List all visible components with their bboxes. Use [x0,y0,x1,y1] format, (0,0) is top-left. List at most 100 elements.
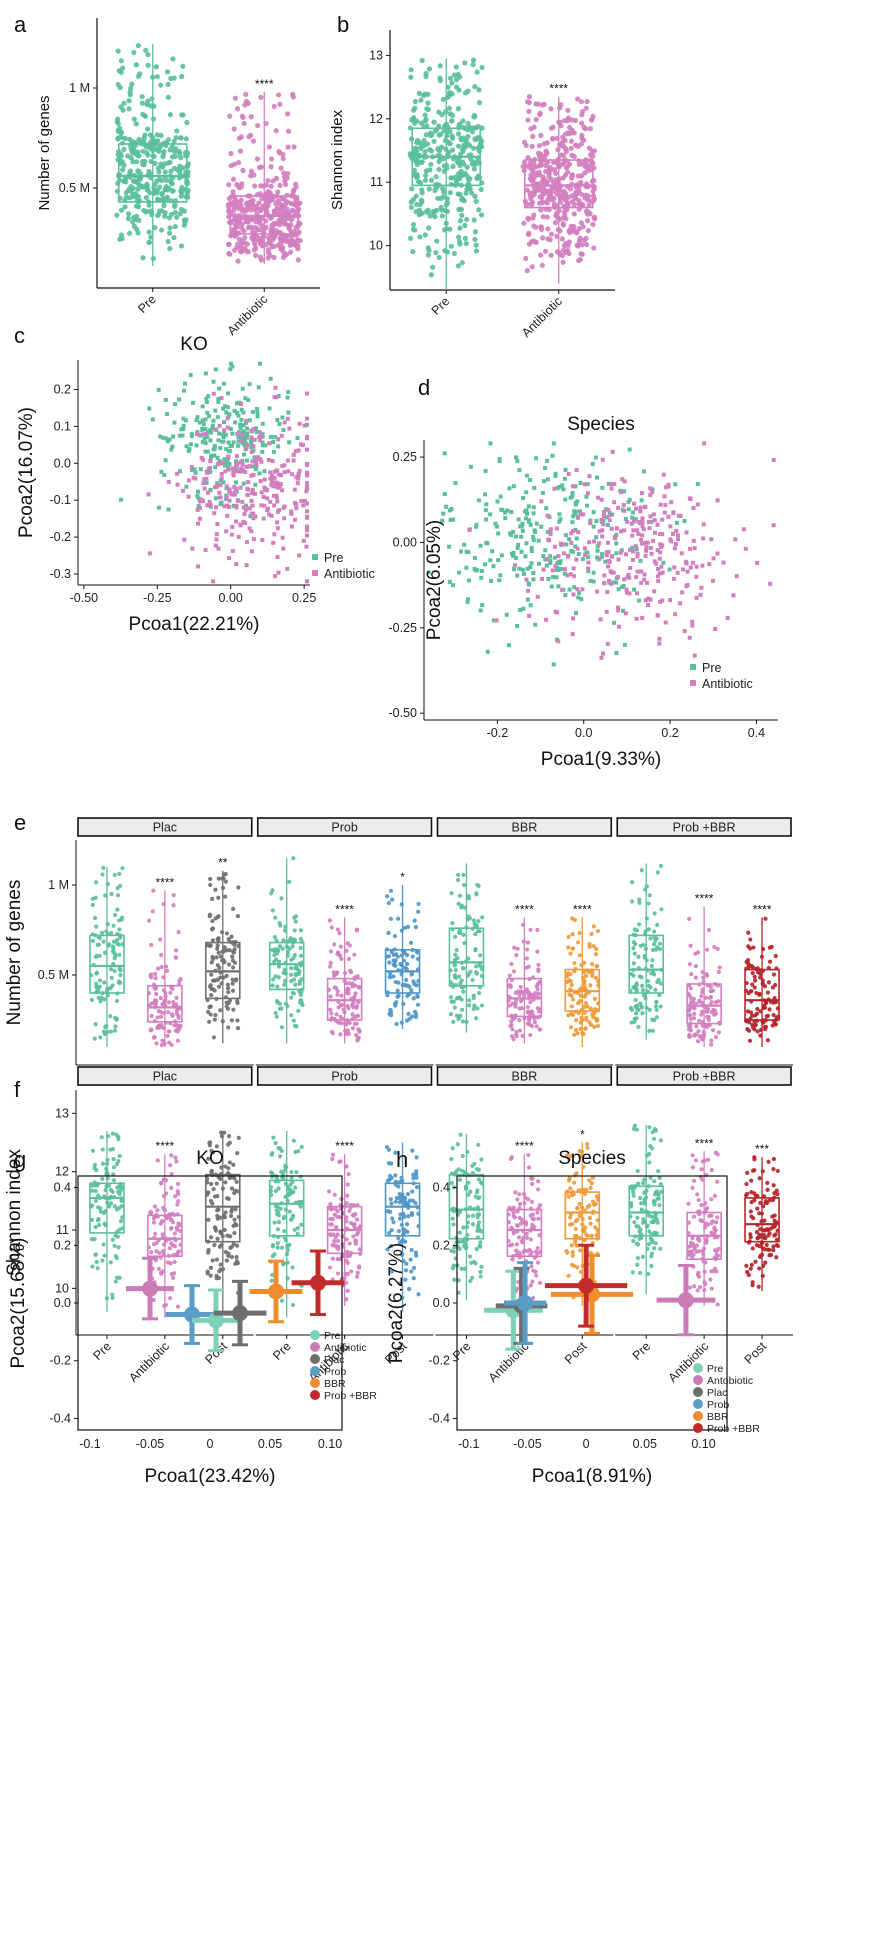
data-point [241,481,246,486]
data-point [282,928,288,933]
data-point [348,1220,354,1226]
data-point [612,534,617,539]
data-point [163,993,168,999]
data-point [287,426,292,431]
data-point [93,981,99,986]
data-point [299,1144,304,1150]
data-point [519,534,524,539]
box [117,143,188,203]
data-point [344,1215,349,1220]
data-point [527,520,532,525]
data-point [246,397,251,402]
data-point [709,1038,714,1043]
data-point [631,973,636,978]
data-point [462,941,467,946]
data-point [576,940,581,945]
y-tick-label: 12 [369,112,383,126]
data-point [509,509,514,514]
data-point [616,624,621,629]
data-point [428,148,435,154]
data-point [174,128,180,134]
data-point [562,476,567,481]
data-point [442,492,447,497]
box [204,1173,241,1243]
data-point [568,572,573,577]
data-point [771,972,777,977]
data-point [120,65,126,71]
data-point [108,1014,113,1019]
data-point [252,437,257,442]
data-point [276,975,281,980]
box [448,927,485,987]
data-point [558,102,564,108]
data-point [563,467,568,472]
data-point [210,896,215,901]
data-point [746,1028,752,1033]
data-point [181,423,186,428]
data-point [464,549,469,554]
data-point [713,626,718,631]
data-point [218,478,223,483]
data-point [161,203,167,209]
data-point [648,597,653,602]
data-point [111,1165,117,1170]
data-point [690,623,695,628]
data-point [267,406,272,411]
data-point [629,1020,634,1025]
data-point [277,1154,283,1159]
data-point [238,485,243,490]
data-point [581,1005,587,1010]
data-point [278,1206,283,1211]
data-point [517,1018,522,1023]
data-point [525,155,531,161]
data-point [518,984,523,990]
data-point [450,1146,455,1151]
data-point [575,96,581,102]
data-point [127,136,133,143]
data-point [272,1252,277,1257]
data-point [550,159,557,165]
data-point [215,455,220,460]
data-point [479,1003,485,1008]
data-point [249,450,254,455]
data-point [175,1181,181,1186]
data-point [607,518,612,523]
data-point [640,988,646,993]
data-point [521,220,527,226]
data-point [568,495,573,500]
data-point [262,469,267,474]
box [147,1214,183,1258]
panel-label: b [337,12,349,37]
data-point [154,190,160,196]
data-point [285,416,290,421]
data-point [150,74,156,80]
data-point [627,497,632,502]
y-tick-label: -0.50 [389,706,418,720]
data-point [105,1157,110,1163]
data-point [521,606,526,611]
data-point [698,592,703,597]
data-point [462,235,469,241]
data-point [403,1228,408,1233]
data-point [338,944,343,949]
data-point [249,435,254,440]
data-point [330,1157,335,1162]
data-point [228,367,233,372]
data-point [336,1246,341,1251]
data-point [519,524,524,529]
data-point [250,459,255,464]
data-point [249,445,254,450]
data-point [657,636,662,641]
data-point [89,997,94,1002]
data-point [404,1222,410,1227]
data-point [525,1021,530,1026]
data-point [556,639,561,644]
data-point [171,149,178,155]
data-point [195,415,200,420]
data-point [200,457,205,462]
data-point [161,1194,167,1199]
data-point [577,235,583,241]
data-point [151,888,156,893]
data-point [247,382,252,387]
data-point [188,373,193,378]
